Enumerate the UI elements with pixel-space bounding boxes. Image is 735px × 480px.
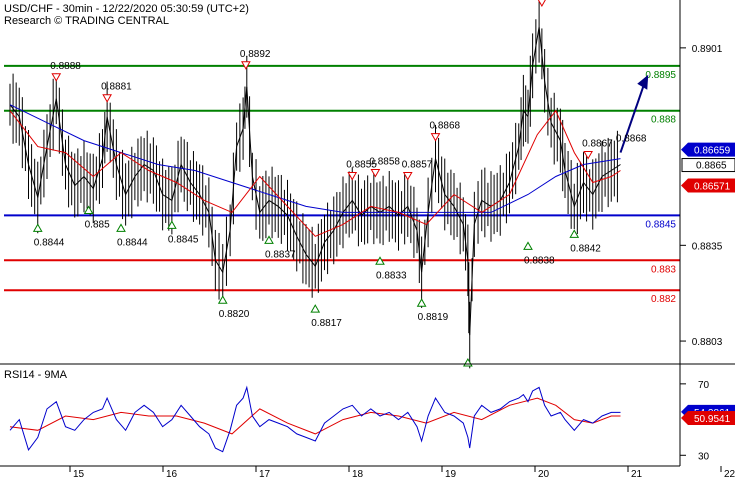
marker-bottom-triangle: [217, 295, 228, 304]
price-tag-label: 0.86571: [694, 181, 731, 192]
price-tag-box: [681, 178, 735, 193]
x-tick-label: 22: [724, 469, 735, 480]
marker-top-label: 0.8881: [101, 82, 132, 93]
x-tick-label: 21: [631, 469, 643, 480]
marker-top-triangle: [370, 168, 381, 178]
marker-bottom-triangle: [32, 223, 43, 232]
marker-top-triangle: [537, 0, 546, 7]
marker-bottom-label: 0.8837: [265, 249, 296, 260]
marker-bottom-triangle: [375, 256, 385, 265]
price-panel: 0.8895 0.888 0.8845 0.883 0.882 0.8888 0.8881 0…: [4, 0, 680, 369]
price-tick-label: 0.8835: [692, 241, 723, 252]
marker-bottom-triangle: [523, 241, 533, 250]
marker-top-triangle: [241, 61, 251, 70]
marker-bottom-triangle: [310, 304, 321, 313]
price-current-label: 0.8865: [696, 161, 727, 172]
marker-top-label: 0.8855: [346, 159, 377, 170]
marker-top-triangle: [430, 133, 441, 142]
price-line: [9, 26, 621, 336]
price-tick-label: 0.8803: [692, 337, 723, 348]
marker-bottom-label: 0.8842: [570, 243, 601, 254]
marker-top-label: 0.8857: [402, 159, 433, 170]
level-label: 0.8895: [645, 70, 676, 81]
marker-bottom-label: 0.8820: [219, 309, 250, 320]
marker-bottom-triangle: [116, 223, 126, 232]
marker-bottom-label: 0.8844: [34, 237, 65, 248]
marker-bottom-label: 0.8844: [117, 237, 148, 248]
price-tag-box: [681, 142, 735, 157]
marker-bottom-triangle: [569, 229, 580, 238]
extra-label: 0.8868: [616, 134, 647, 145]
marker-bottom-label: 0.8845: [168, 234, 199, 245]
level-label: 0.8845: [645, 219, 676, 230]
marker-top-triangle: [583, 151, 593, 160]
marker-top-label: 0.8892: [240, 49, 271, 60]
forecast-arrow-head: [637, 74, 649, 90]
rsi-tick-label: 70: [698, 380, 710, 391]
marker-bottom-triangle: [83, 205, 94, 214]
marker-bottom-label: 0.8819: [418, 312, 449, 323]
marker-bottom-label: 0.8817: [311, 318, 342, 329]
ma-fast-line: [9, 109, 621, 237]
level-label: 0.888: [651, 115, 676, 126]
marker-bottom-label: 0.885: [85, 219, 110, 230]
marker-top-triangle: [51, 73, 62, 82]
marker-top-triangle: [102, 94, 112, 103]
marker-bottom-label: 0.8838: [524, 255, 555, 266]
marker-top-label: 0.8858: [369, 156, 400, 167]
marker-bottom-triangle: [416, 298, 427, 307]
marker-bottom-triangle: [167, 220, 177, 229]
marker-top-triangle: [402, 171, 413, 181]
ma-slow-line: [9, 104, 621, 213]
rsi-tag-label: 50.9541: [694, 414, 731, 425]
x-tick-label: 20: [538, 469, 550, 480]
marker-bottom-triangle: [264, 235, 274, 244]
x-tick-label: 16: [166, 469, 178, 480]
marker-top-label: 0.8888: [50, 61, 81, 72]
marker-top-label: 0.8867: [582, 139, 613, 150]
price-current-box: [681, 158, 735, 173]
rsi-ma-line: [9, 397, 621, 435]
level-label: 0.883: [651, 264, 676, 275]
rsi-tag-box: [681, 410, 735, 425]
marker-top-label: 0.8868: [430, 121, 461, 132]
marker-bottom-label: 0.8833: [376, 270, 407, 281]
rsi-tick-label: 30: [698, 451, 710, 462]
rsi-line: [9, 385, 621, 453]
rsi-panel: [9, 385, 621, 453]
price-tag-label: 0.86659: [694, 146, 731, 157]
x-tick-label: 15: [73, 469, 85, 480]
forecast-arrow-line: [619, 80, 647, 153]
x-tick-label: 18: [352, 469, 364, 480]
rsi-title: RSI14 - 9MA: [4, 369, 68, 381]
marker-top-triangle: [347, 171, 358, 181]
price-tick-label: 0.8901: [692, 44, 723, 55]
chart-title: USD/CHF - 30min - 12/22/2020 05:30:59 (U…: [4, 3, 249, 15]
x-tick-label: 17: [259, 469, 271, 480]
chart-subtitle: Research © TRADING CENTRAL: [4, 15, 169, 27]
level-label: 0.882: [651, 294, 676, 305]
x-tick-label: 19: [445, 469, 457, 480]
